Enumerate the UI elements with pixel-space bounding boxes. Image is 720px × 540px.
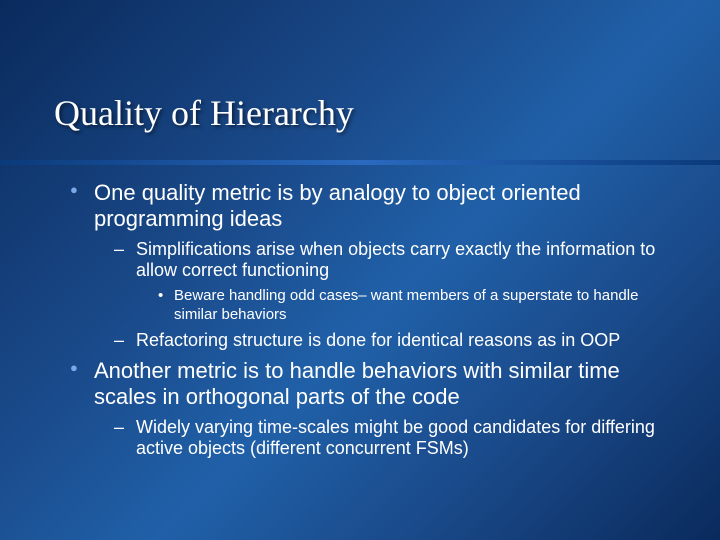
slide: Quality of Hierarchy One quality metric … xyxy=(0,0,720,540)
bullet-lvl3: Beware handling odd cases– want members … xyxy=(158,287,680,325)
bullet-text: Another metric is to handle behaviors wi… xyxy=(94,358,620,409)
bullet-lvl1: Another metric is to handle behaviors wi… xyxy=(70,358,680,460)
bullet-text: Beware handling odd cases– want members … xyxy=(174,287,638,323)
slide-title: Quality of Hierarchy xyxy=(54,92,354,134)
bullet-text: Simplifications arise when objects carry… xyxy=(136,239,655,281)
bullet-text: Widely varying time-scales might be good… xyxy=(136,417,655,459)
bullet-text: One quality metric is by analogy to obje… xyxy=(94,180,581,231)
bullet-lvl1: One quality metric is by analogy to obje… xyxy=(70,180,680,352)
bullet-lvl2: Widely varying time-scales might be good… xyxy=(114,417,680,460)
bullet-text: Refactoring structure is done for identi… xyxy=(136,330,620,350)
divider-bar xyxy=(0,160,720,165)
slide-body: One quality metric is by analogy to obje… xyxy=(70,180,680,466)
bullet-lvl2: Refactoring structure is done for identi… xyxy=(114,330,680,352)
bullet-lvl2: Simplifications arise when objects carry… xyxy=(114,239,680,325)
